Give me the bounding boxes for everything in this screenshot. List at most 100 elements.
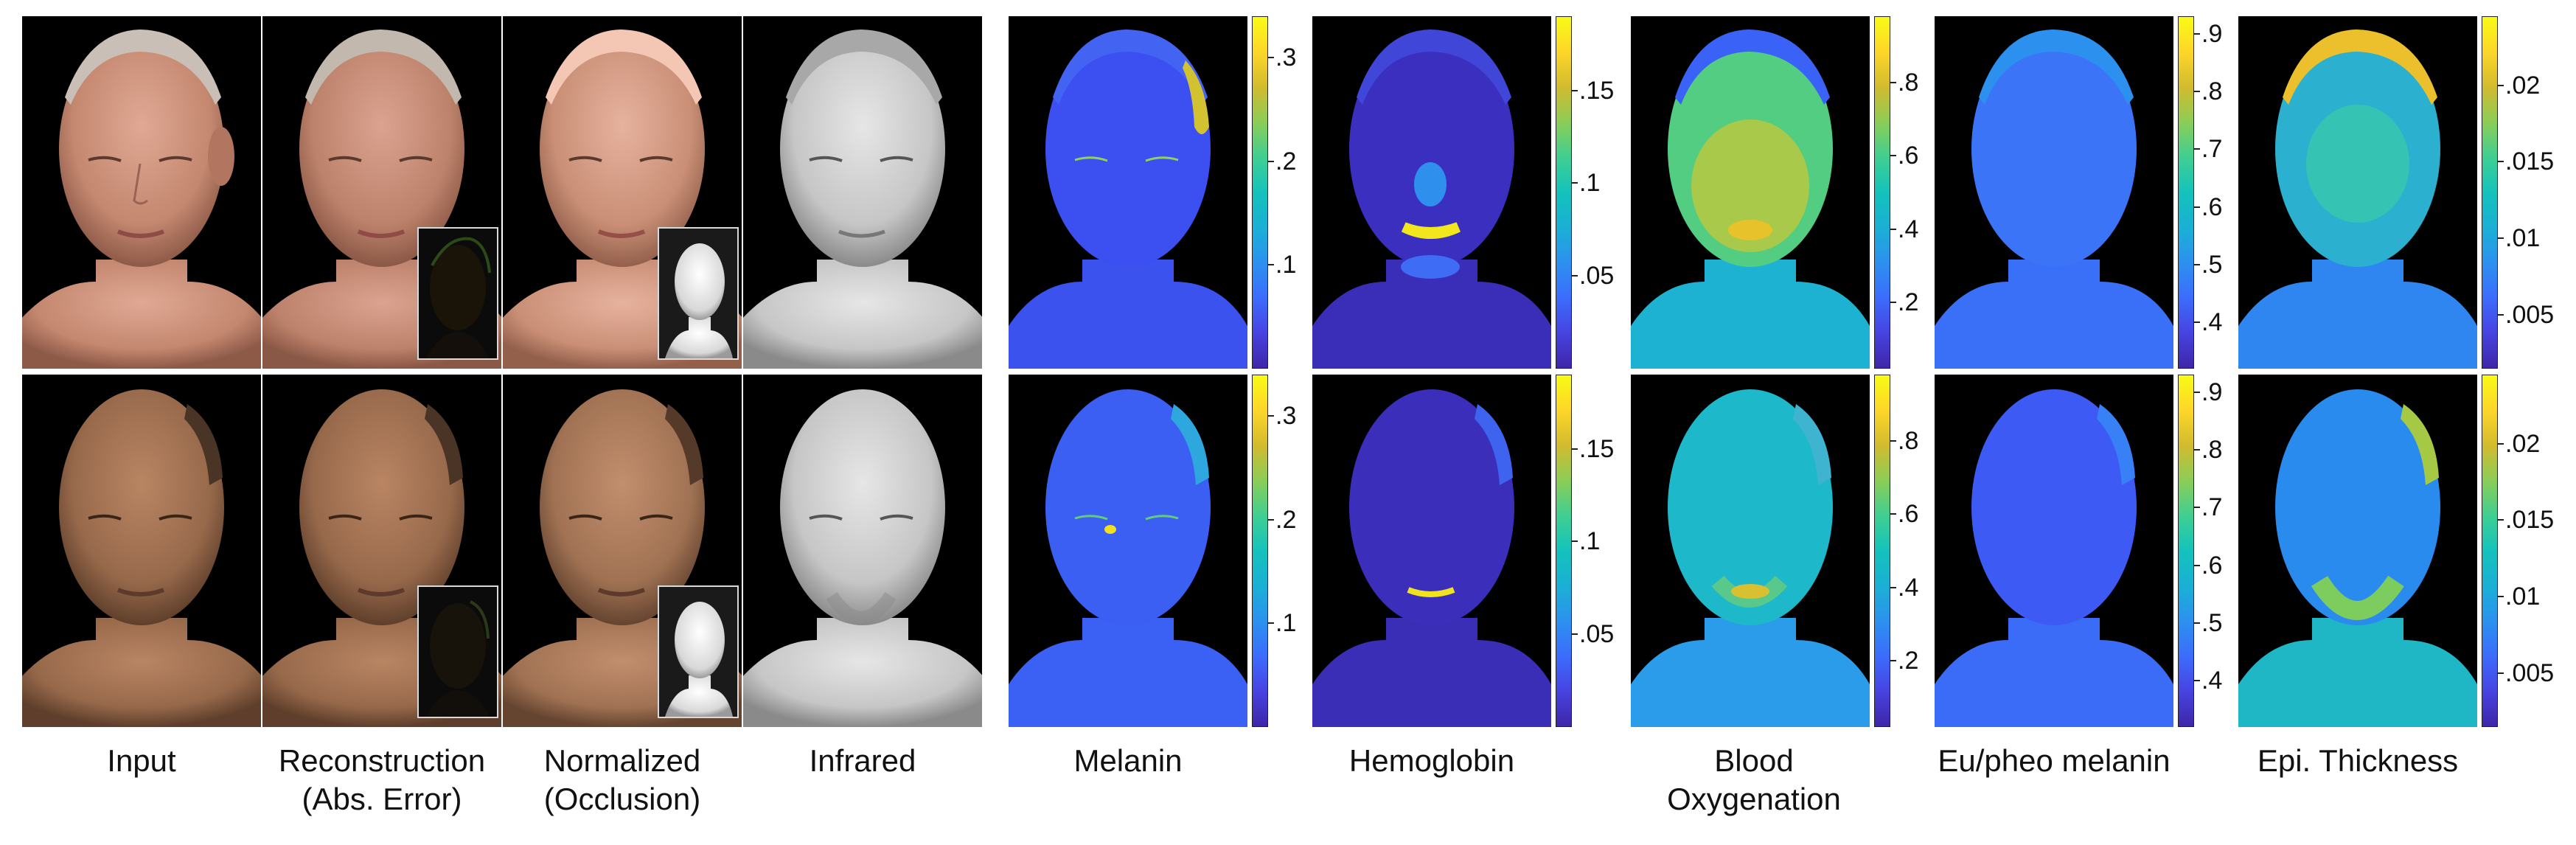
blood-oxygenation-tickmark — [1890, 81, 1896, 83]
blood-oxygenation-tick-label: .2 — [1898, 647, 1919, 675]
eu-pheo-melanin-tickmark — [2194, 622, 2200, 624]
epi-thickness-tickmark — [2498, 442, 2504, 445]
hemoglobin-colorbar — [1556, 16, 1572, 369]
epi-thickness-tickmark — [2498, 519, 2504, 521]
hemoglobin-tick-label: .1 — [1579, 527, 1601, 556]
caption-blood-oxygenation: Blood Oxygenation — [1667, 743, 1841, 816]
epi-thickness-tickmark — [2498, 596, 2504, 598]
caption-melanin: Melanin — [1073, 743, 1183, 778]
blood-oxygenation-tick-label: .4 — [1898, 215, 1919, 243]
hemoglobin-tick-label: .05 — [1579, 262, 1615, 291]
melanin-colorbar — [1252, 16, 1268, 369]
epi-thickness-tick-label: .01 — [2505, 583, 2541, 611]
melanin-tickmark — [1268, 622, 1274, 625]
hemoglobin-tick-label: .05 — [1579, 620, 1615, 649]
melanin-tickmark — [1268, 518, 1274, 521]
row2-eu-pheo-melanin-map — [1935, 375, 2173, 727]
eu-pheo-melanin-tick-label: .5 — [2201, 608, 2223, 637]
hemoglobin-colorbar-row2 — [1556, 375, 1572, 727]
row1-blood-oxygenation-map — [1631, 16, 1870, 369]
melanin-tick-label: .2 — [1275, 147, 1297, 175]
epi-thickness-tick-label: .005 — [2505, 659, 2555, 688]
row1-melanin-map — [1009, 16, 1247, 369]
caption-eu-pheo-melanin: Eu/pheo melanin — [1938, 743, 2171, 778]
row1-hemoglobin-map — [1312, 16, 1551, 369]
eu-pheo-melanin-tick-label: .9 — [2201, 19, 2223, 48]
epi-thickness-tickmark — [2498, 84, 2504, 86]
row2-normalized-image — [503, 375, 742, 727]
caption-epi-thickness: Epi. Thickness — [2257, 743, 2459, 778]
caption-reconstruction: Reconstruction (Abs. Error) — [278, 743, 486, 816]
eu-pheo-melanin-tickmark — [2194, 391, 2200, 393]
eu-pheo-melanin-tick-label: .5 — [2201, 250, 2223, 279]
eu-pheo-melanin-tick-label: .4 — [2201, 667, 2223, 695]
blood-oxygenation-tick-label: .6 — [1898, 142, 1919, 170]
melanin-tick-label: .3 — [1275, 402, 1297, 431]
eu-pheo-melanin-tick-label: .7 — [2201, 135, 2223, 164]
melanin-tickmark — [1268, 160, 1274, 162]
caption-input: Input — [107, 743, 176, 778]
melanin-tickmark — [1268, 264, 1274, 266]
eu-pheo-melanin-tick-label: .8 — [2201, 435, 2223, 464]
row1-eu-pheo-melanin-map — [1935, 16, 2173, 369]
eu-pheo-melanin-tick-label: .9 — [2201, 378, 2223, 406]
epi-thickness-tickmark — [2498, 672, 2504, 675]
eu-pheo-melanin-tick-label: .7 — [2201, 493, 2223, 522]
row2-epi-thickness-map — [2238, 375, 2477, 727]
row2-reconstruction-image — [262, 375, 501, 727]
eu-pheo-melanin-tick-label: .6 — [2201, 551, 2223, 580]
hemoglobin-tickmark — [1572, 275, 1578, 277]
blood-oxygenation-tickmark — [1890, 155, 1896, 157]
row1-reconstruction-image — [262, 16, 501, 369]
row2-infrared-image — [743, 375, 982, 727]
row2-input-image — [22, 375, 261, 727]
epi-thickness-tick-label: .005 — [2505, 301, 2555, 330]
blood-oxygenation-tick-label: .8 — [1898, 68, 1919, 97]
row1-normalized-image — [503, 16, 742, 369]
row2-melanin-map — [1009, 375, 1247, 727]
blood-oxygenation-colorbar — [1874, 16, 1890, 369]
hemoglobin-tickmark — [1572, 89, 1578, 91]
epi-thickness-tick-label: .02 — [2505, 429, 2541, 458]
epi-thickness-tickmark — [2498, 314, 2504, 316]
row1-input-image — [22, 16, 261, 369]
hemoglobin-tick-label: .1 — [1579, 169, 1601, 198]
eu-pheo-melanin-tickmark — [2194, 680, 2200, 682]
row1-infrared-image — [743, 16, 982, 369]
caption-normalized: Normalized (Occlusion) — [543, 743, 701, 816]
hemoglobin-tickmark — [1572, 633, 1578, 636]
blood-oxygenation-tickmark — [1890, 586, 1896, 588]
eu-pheo-melanin-tickmark — [2194, 448, 2200, 451]
hemoglobin-tick-label: .15 — [1579, 434, 1615, 463]
melanin-colorbar-row2 — [1252, 375, 1268, 727]
hemoglobin-tickmark — [1572, 182, 1578, 184]
eu-pheo-melanin-tickmark — [2194, 564, 2200, 566]
eu-pheo-melanin-tickmark — [2194, 32, 2200, 35]
eu-pheo-melanin-tickmark — [2194, 321, 2200, 324]
epi-thickness-tick-label: .015 — [2505, 506, 2555, 535]
blood-oxygenation-tick-label: .4 — [1898, 573, 1919, 602]
eu-pheo-melanin-tickmark — [2194, 206, 2200, 208]
epi-thickness-tickmark — [2498, 161, 2504, 163]
blood-oxygenation-colorbar-row2 — [1874, 375, 1890, 727]
row1-occlusion-inset — [658, 227, 739, 360]
hemoglobin-tickmark — [1572, 540, 1578, 543]
epi-thickness-tick-label: .01 — [2505, 224, 2541, 253]
blood-oxygenation-tick-label: .2 — [1898, 288, 1919, 317]
row2-blood-oxygenation-map — [1631, 375, 1870, 727]
eu-pheo-melanin-tickmark — [2194, 507, 2200, 509]
caption-infrared: Infrared — [809, 743, 916, 778]
melanin-tick-label: .1 — [1275, 251, 1297, 279]
eu-pheo-melanin-colorbar-row2 — [2178, 375, 2194, 727]
row2-hemoglobin-map — [1312, 375, 1551, 727]
eu-pheo-melanin-tick-label: .8 — [2201, 77, 2223, 105]
blood-oxygenation-tickmark — [1890, 660, 1896, 662]
blood-oxygenation-tick-label: .6 — [1898, 500, 1919, 529]
row1-epi-thickness-map — [2238, 16, 2477, 369]
row2-occlusion-inset — [658, 585, 739, 718]
eu-pheo-melanin-tick-label: .4 — [2201, 308, 2223, 337]
blood-oxygenation-tickmark — [1890, 302, 1896, 304]
eu-pheo-melanin-colorbar — [2178, 16, 2194, 369]
melanin-tickmark — [1268, 415, 1274, 417]
epi-thickness-colorbar — [2482, 16, 2498, 369]
